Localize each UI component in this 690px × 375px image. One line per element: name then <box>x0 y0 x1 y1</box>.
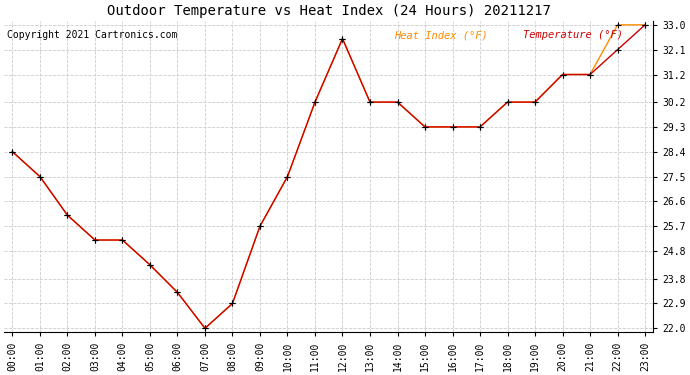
Text: Temperature (°F): Temperature (°F) <box>524 30 624 40</box>
Text: Heat Index (°F): Heat Index (°F) <box>394 30 487 40</box>
Title: Outdoor Temperature vs Heat Index (24 Hours) 20211217: Outdoor Temperature vs Heat Index (24 Ho… <box>107 4 551 18</box>
Text: Copyright 2021 Cartronics.com: Copyright 2021 Cartronics.com <box>8 30 178 40</box>
